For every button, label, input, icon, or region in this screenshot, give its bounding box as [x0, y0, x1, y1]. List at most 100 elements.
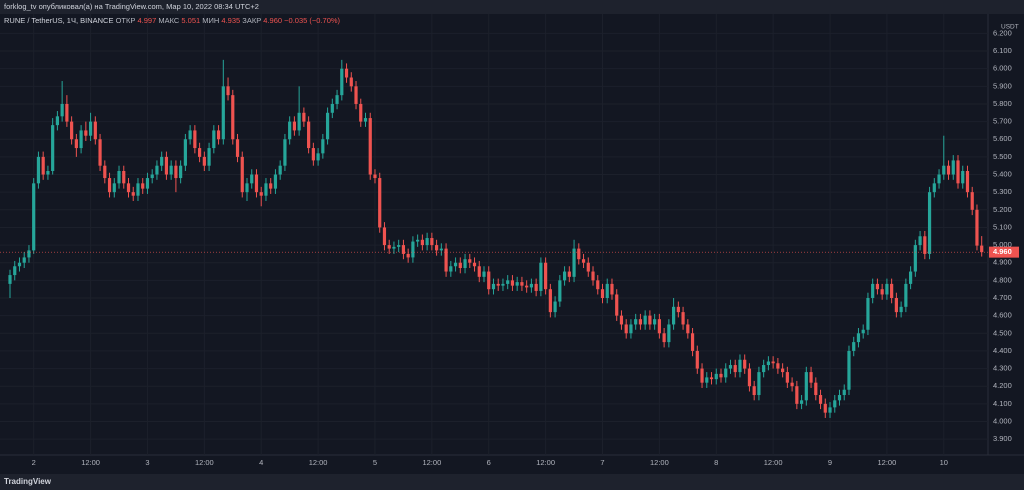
candle-body	[795, 386, 799, 404]
candle-body	[638, 319, 643, 325]
candle-body	[449, 266, 453, 272]
candle-body	[103, 165, 107, 179]
candle-body	[871, 283, 875, 299]
candle-body	[581, 259, 586, 263]
candle-body	[292, 121, 296, 131]
candle-body	[202, 156, 206, 166]
candle-body	[700, 368, 704, 383]
candle-body	[615, 294, 619, 316]
candle-body	[942, 165, 946, 175]
legend-key: МИН	[202, 16, 219, 25]
legend-value: 5.051	[181, 16, 200, 25]
candle-body	[752, 386, 756, 396]
candle-body	[506, 280, 510, 284]
candle-body	[269, 183, 273, 189]
candle-body	[344, 68, 349, 78]
y-tick-label: 4.700	[993, 293, 1012, 302]
candle-body	[51, 125, 55, 171]
y-tick-label: 6.200	[993, 28, 1012, 37]
legend-value: 4.935	[221, 16, 240, 25]
candle-body	[112, 183, 116, 193]
candle-body	[629, 324, 633, 334]
candle-body	[468, 259, 472, 263]
y-tick-label: 4.900	[993, 258, 1012, 267]
candle-body	[444, 248, 448, 272]
top-bar	[0, 0, 1024, 14]
candle-body	[179, 165, 183, 179]
legend-value: 4.997	[137, 16, 156, 25]
candle-body	[335, 95, 339, 104]
candle-body	[733, 365, 737, 373]
candle-body	[254, 174, 259, 193]
y-tick-label: 3.900	[993, 434, 1012, 443]
candle-body	[951, 160, 955, 175]
candle-body	[927, 192, 932, 254]
candle-body	[321, 139, 325, 154]
candle-body	[482, 271, 486, 277]
candle-body	[136, 183, 140, 196]
candle-body	[397, 245, 401, 247]
candle-body	[340, 68, 344, 96]
candle-body	[842, 389, 846, 396]
candle-body	[487, 271, 491, 290]
candle-body	[676, 306, 680, 313]
candle-body	[259, 192, 263, 196]
candle-body	[155, 165, 159, 175]
candle-body	[36, 156, 41, 184]
candle-body	[141, 183, 145, 189]
candle-body	[463, 259, 467, 269]
candle-body	[316, 153, 320, 161]
brand: TradingView	[4, 477, 52, 486]
candle-body	[60, 103, 64, 117]
x-tick-label: 2	[32, 458, 36, 467]
candle-body	[624, 324, 628, 334]
candle-body	[980, 245, 984, 253]
publisher: forklog_tv опубликовал(а) на TradingView…	[4, 2, 259, 11]
candle-body	[27, 250, 31, 258]
candle-body	[283, 139, 287, 166]
y-tick-label: 5.700	[993, 117, 1012, 126]
y-tick-label: 5.000	[993, 240, 1012, 249]
y-tick-label: 4.100	[993, 399, 1012, 408]
candle-body	[544, 262, 548, 290]
candle-body	[411, 241, 415, 258]
candle-body	[425, 238, 429, 246]
legend-change: −0.035 (−0.70%)	[284, 16, 340, 25]
candle-body	[913, 245, 917, 272]
candle-body	[634, 319, 638, 325]
candle-body	[212, 130, 216, 149]
candle-body	[79, 130, 83, 149]
candle-body	[74, 139, 78, 149]
candle-body	[373, 174, 377, 179]
candle-body	[600, 289, 605, 299]
currency: USDT	[1001, 24, 1019, 31]
candle-body	[918, 236, 922, 246]
candle-body	[653, 319, 657, 325]
candle-body	[122, 170, 126, 184]
candle-body	[643, 315, 647, 325]
x-tick-label: 12:00	[422, 458, 441, 467]
candle-body	[525, 285, 529, 288]
candle-body	[747, 368, 752, 387]
candle-body	[307, 121, 311, 149]
candle-body	[852, 342, 856, 351]
candle-body	[406, 253, 410, 258]
x-tick-label: 12:00	[536, 458, 555, 467]
candle-body	[207, 148, 211, 166]
candle-body	[534, 283, 538, 291]
legend-symbol: RUNE / TetherUS, 1Ч, BINANCE	[4, 16, 113, 25]
y-tick-label: 5.600	[993, 134, 1012, 143]
candle-body	[117, 170, 121, 184]
legend-key: ЗАКР	[242, 16, 261, 25]
candle-body	[216, 130, 221, 140]
candle-body	[382, 227, 387, 246]
y-tick-label: 4.300	[993, 364, 1012, 373]
candle-body	[965, 170, 970, 193]
x-tick-label: 4	[259, 458, 263, 467]
x-tick-label: 8	[714, 458, 718, 467]
candle-body	[672, 306, 676, 325]
candle-body	[84, 130, 88, 136]
candle-body	[22, 257, 26, 263]
candle-body	[297, 112, 301, 131]
candle-body	[657, 319, 661, 334]
